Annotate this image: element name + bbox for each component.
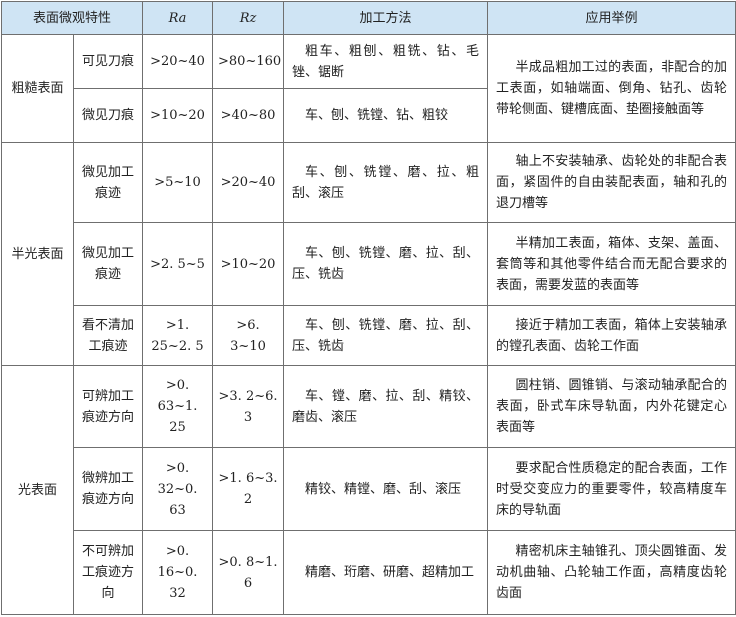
group-label: 粗糙表面 — [1, 34, 74, 143]
rz-value: >40~80 — [212, 88, 285, 143]
machining-method: 精磨、珩磨、研磨、超精加工 — [283, 530, 489, 615]
surface-trait: 微见加工痕迹 — [72, 142, 144, 223]
application: 要求配合性质稳定的配合表面，工作时受交变应力的重要零件，较高精度车床的导轨面 — [487, 447, 736, 531]
rz-value: >3. 2~6. 3 — [212, 365, 285, 448]
table-row: 不可辨加工痕迹方向 >0. 16~0. 32 >0. 8~1. 6 精磨、珩磨、研磨、… — [2, 530, 736, 615]
ra-value: >10~20 — [142, 88, 214, 143]
ra-value: >0. 32~0. 63 — [142, 447, 214, 531]
table-row: 看不清加工痕迹 >1. 25~2. 5 >6. 3~10 车、刨、铣镗、磨、拉、刮、压… — [2, 305, 736, 366]
table-row: 光表面 可辨加工痕迹方向 >0. 63~1. 25 >3. 2~6. 3 车、镗、磨、拉… — [1, 365, 736, 615]
rz-value: >6. 3~10 — [212, 305, 285, 366]
ra-value: >20~40 — [142, 34, 214, 89]
ra-value: >2. 5~5 — [142, 222, 214, 306]
surface-trait: 看不清加工痕迹 — [72, 305, 144, 366]
group-label: 半光表面 — [1, 142, 74, 366]
table-row: 微辨加工痕迹方向 >0. 32~0. 63 >1. 6~3. 2 精铰、精镗、磨、刮、… — [2, 447, 736, 531]
machining-method: 车、刨、铣镗、钻、粗铰 — [283, 88, 489, 143]
rz-value: >1. 6~3. 2 — [212, 447, 285, 531]
surface-trait: 微见刀痕 — [72, 88, 144, 143]
application: 接近于精加工表面，箱体上安装轴承的镗孔表面、齿轮工作面 — [487, 305, 736, 366]
rz-value: >20~40 — [212, 142, 285, 223]
machining-method: 车、镗、磨、拉、刮、精铰、磨齿、滚压 — [283, 365, 489, 448]
application: 半精加工表面，箱体、支架、盖面、套筒等和其他零件结合而无配合要求的表面，需要发蓝… — [487, 222, 736, 306]
surface-trait: 可辨加工痕迹方向 — [72, 365, 144, 448]
table-row: 粗糙表面 可见刀痕 >20~40 >80~160 粗车、粗刨、粗铣、钻、毛锉、锯断 半成品… — [1, 34, 736, 143]
surface-trait: 不可辨加工痕迹方向 — [72, 530, 144, 615]
ra-value: >0. 16~0. 32 — [142, 530, 214, 615]
ra-value: >0. 63~1. 25 — [142, 365, 214, 448]
table-header: 表面微观特性 Ra Rz 加工方法 应用举例 — [0, 1, 736, 35]
rz-value: >0. 8~1. 6 — [212, 530, 285, 615]
surface-trait: 微辨加工痕迹方向 — [72, 447, 144, 531]
header-cell: 加工方法 — [283, 1, 489, 35]
application: 圆柱销、圆锥销、与滚动轴承配合的表面，卧式车床导轨面，内外花键定心表面等 — [487, 365, 736, 448]
machining-method: 粗车、粗刨、粗铣、钻、毛锉、锯断 — [283, 34, 489, 89]
surface-trait: 微见加工痕迹 — [72, 222, 144, 306]
machining-method: 车、刨、铣镗、磨、拉、粗刮、滚压 — [283, 142, 489, 223]
header-cell: 表面微观特性 — [0, 1, 144, 35]
application: 半成品粗加工过的表面，非配合的加工表面，如轴端面、倒角、钻孔、齿轮带轮侧面、键槽… — [487, 34, 736, 143]
header-row: 表面微观特性 Ra Rz 加工方法 应用举例 — [0, 1, 736, 35]
machining-method: 车、刨、铣镗、磨、拉、刮、压、铣齿 — [283, 305, 489, 366]
header-cell: 应用举例 — [487, 1, 736, 35]
rz-value: >80~160 — [212, 34, 285, 89]
table-row: 微见加工痕迹 >2. 5~5 >10~20 车、刨、铣镗、磨、拉、刮、压、铣齿 半精加工… — [2, 222, 736, 306]
machining-method: 车、刨、铣镗、磨、拉、刮、压、铣齿 — [283, 222, 489, 306]
header-cell: Ra — [142, 1, 214, 35]
application: 轴上不安装轴承、齿轮处的非配合表面，紧固件的自由装配表面，轴和孔的退刀槽等 — [487, 142, 736, 223]
table-body: 粗糙表面 可见刀痕 >20~40 >80~160 粗车、粗刨、粗铣、钻、毛锉、锯断 半成品… — [1, 34, 736, 615]
ra-value: >5~10 — [142, 142, 214, 223]
table-row: 半光表面 微见加工痕迹 >5~10 >20~40 车、刨、铣镗、磨、拉、粗刮、滚压 轴上不… — [1, 142, 736, 366]
ra-value: >1. 25~2. 5 — [142, 305, 214, 366]
group-label: 光表面 — [1, 365, 74, 615]
header-cell: Rz — [212, 1, 285, 35]
table-row: 微见刀痕 >10~20 >40~80 车、刨、铣镗、钻、粗铰 — [2, 88, 736, 143]
application: 精密机床主轴锥孔、顶尖圆锥面、发动机曲轴、凸轮轴工作面，高精度齿轮齿面 — [487, 530, 736, 615]
rz-value: >10~20 — [212, 222, 285, 306]
machining-method: 精铰、精镗、磨、刮、滚压 — [283, 447, 489, 531]
surface-trait: 可见刀痕 — [72, 34, 144, 89]
